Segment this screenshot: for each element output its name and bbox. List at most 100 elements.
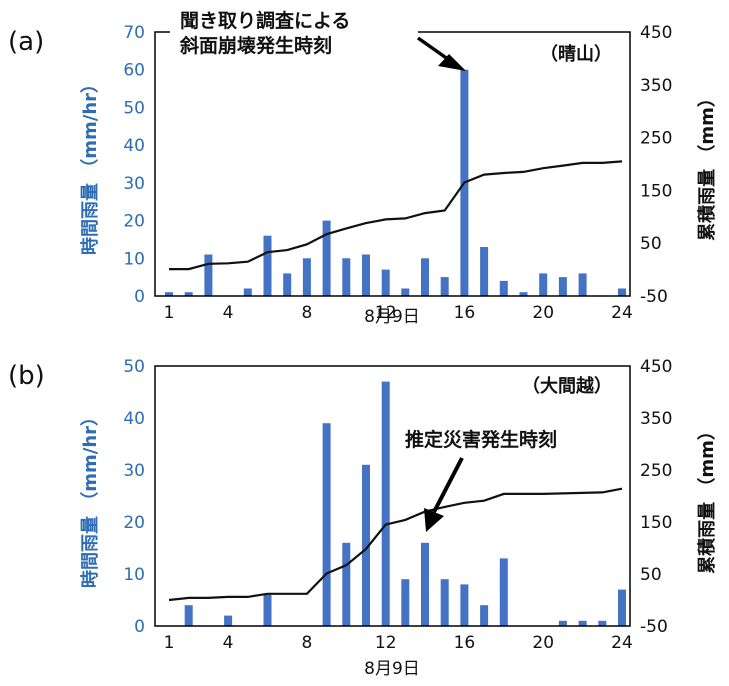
panel-a-bar-hour-21 [558,277,567,296]
panel-b-bar-hour-22 [578,620,587,626]
panel-b-right-tick--50: -50 [640,617,668,637]
panel-b-bar-hour-14 [421,542,429,626]
panel-a-x-ticks: 1 4 8 12 16 20 24 [164,303,633,323]
panel-b-right-ticks: -50 50 150 250 350 450 [640,357,672,637]
panel-b-station-label: （大間越） [522,375,612,397]
panel-a-bar-hour-24 [618,288,626,296]
panel-b-x-ticks: 1 4 8 12 16 20 24 [164,633,633,653]
panel-a-annotation-line2: 斜面崩壊発生時刻 [179,34,332,57]
panel-b-right-axis-label: 累積雨量 （mm） [696,422,718,574]
panel-a-annotation-arrow-head [438,54,466,71]
panel-b-x-tick-1: 1 [164,633,175,653]
panel-b-annotation-text: 推定災害発生時刻 [405,428,557,451]
panel-a-x-axis-label: 8月9日 [364,307,420,327]
panel-a-bar-hour-22 [578,273,587,296]
panel-b-left-tick-30: 30 [123,461,145,481]
panel-a-left-tick-60: 60 [123,61,145,81]
panel-a-x-tick-8: 8 [301,303,312,323]
panel-b-bar-hour-2 [184,605,193,626]
panel-a-bar-hour-12 [381,269,390,296]
panel-a-bar-hour-18 [499,280,508,296]
panel-b-annotation-arrow-head [424,508,444,532]
panel-b-bar-hour-9 [322,423,331,626]
panel-b-left-tick-50: 50 [123,357,145,377]
panel-a-right-ticks: -50 50 150 250 350 450 [640,23,672,307]
panel-a-right-tick-250: 250 [640,129,672,149]
panel-b-x-tick-8: 8 [301,633,312,653]
panel-b-bar-hour-16 [460,584,469,626]
panel-b-right-tick-50: 50 [640,565,662,585]
panel-a-station-label: （晴山） [540,43,612,65]
panel-a-right-tick-150: 150 [640,181,672,201]
panel-a-label: (a) [8,27,44,57]
panel-b-left-tick-20: 20 [123,513,145,533]
panel-a-bar-hour-10 [342,258,351,296]
panel-b-annotation-arrow-shaft [432,457,464,513]
panel-b-x-axis-label: 8月9日 [364,659,420,679]
panel-a-plot-frame [154,31,631,297]
panel-a-bar-hour-9 [322,220,331,296]
panel-b-cumulative-line [168,487,623,602]
panel-a-x-tick-1: 1 [164,303,175,323]
panel-a-left-tick-10: 10 [123,249,145,269]
panel-a-left-tick-50: 50 [123,98,145,118]
panel-b-left-tick-10: 10 [123,565,145,585]
panel-a-bar-hour-8 [302,258,311,296]
panel-a-bar-hour-7 [283,273,292,296]
panel-a-left-axis-label: 時間雨量 （mm/hr） [79,75,101,255]
panel-a-bar-hour-3 [204,254,213,296]
panel-b-bar-hour-24 [618,589,626,626]
panel-b-bar-hour-10 [342,542,351,626]
panel-a-left-tick-40: 40 [123,136,145,156]
panel-a-bar-hour-19 [519,292,528,296]
panel-a-left-tick-20: 20 [123,212,145,232]
panel-a-right-tick--50: -50 [640,287,668,307]
panel-b-right-tick-150: 150 [640,513,672,533]
panel-a-bar-hour-15 [440,277,449,296]
panel-a-cumulative-line [169,160,623,271]
panel-b-x-tick-20: 20 [532,633,554,653]
panel-a: (a) 0 10 20 30 40 50 60 70 -50 50 150 250 350 450 1 4… [8,8,718,327]
panel-b-right-tick-450: 450 [640,357,672,377]
panel-a-right-tick-50: 50 [640,234,662,254]
panel-b-bar-hour-12 [381,381,390,626]
panel-a-bar-hour-11 [362,254,370,296]
panel-a-x-tick-4: 4 [223,303,234,323]
panel-b-bar-hour-15 [440,579,449,626]
panel-a-bar-hour-1 [165,292,173,296]
panel-a-x-tick-24: 24 [611,303,633,323]
panel-a-bar-hour-20 [539,273,548,296]
panel-b-bars [184,381,626,626]
panel-a-bar-hour-14 [421,258,429,296]
panel-b-x-tick-16: 16 [454,633,476,653]
panel-a-bar-hour-13 [401,288,410,296]
panel-a-bar-hour-2 [184,292,193,296]
panel-a-left-ticks: 0 10 20 30 40 50 60 70 [123,23,145,307]
panel-a-left-tick-0: 0 [134,287,145,307]
panel-b-x-tick-4: 4 [223,633,234,653]
panel-a-annotation-line1: 聞き取り調査による [180,9,350,32]
panel-b-bar-hour-21 [558,620,567,626]
panel-a-annotation-background [170,8,418,56]
panel-b-plot-frame [154,365,631,627]
panel-b-label: (b) [8,361,45,391]
panel-b-bar-hour-23 [598,620,607,626]
panel-b-left-tick-40: 40 [123,409,145,429]
panel-b-right-tick-250: 250 [640,461,672,481]
panel-a-x-tick-12: 12 [375,303,397,323]
panel-a-bar-hour-17 [480,247,489,296]
panel-b-x-tick-24: 24 [611,633,633,653]
panel-b-bar-hour-13 [401,579,410,626]
panel-b-left-ticks: 0 10 20 30 40 50 [123,357,145,637]
panel-b-left-axis-label: 時間雨量 （mm/hr） [79,408,101,588]
panel-b-right-tick-350: 350 [640,409,672,429]
panel-a-bar-hour-6 [263,235,272,296]
panel-b-bar-hour-6 [263,594,272,626]
panel-a-bar-hour-5 [243,288,252,296]
panel-a-x-tick-16: 16 [454,303,476,323]
panel-a-right-tick-350: 350 [640,76,672,96]
panel-a-left-tick-30: 30 [123,174,145,194]
